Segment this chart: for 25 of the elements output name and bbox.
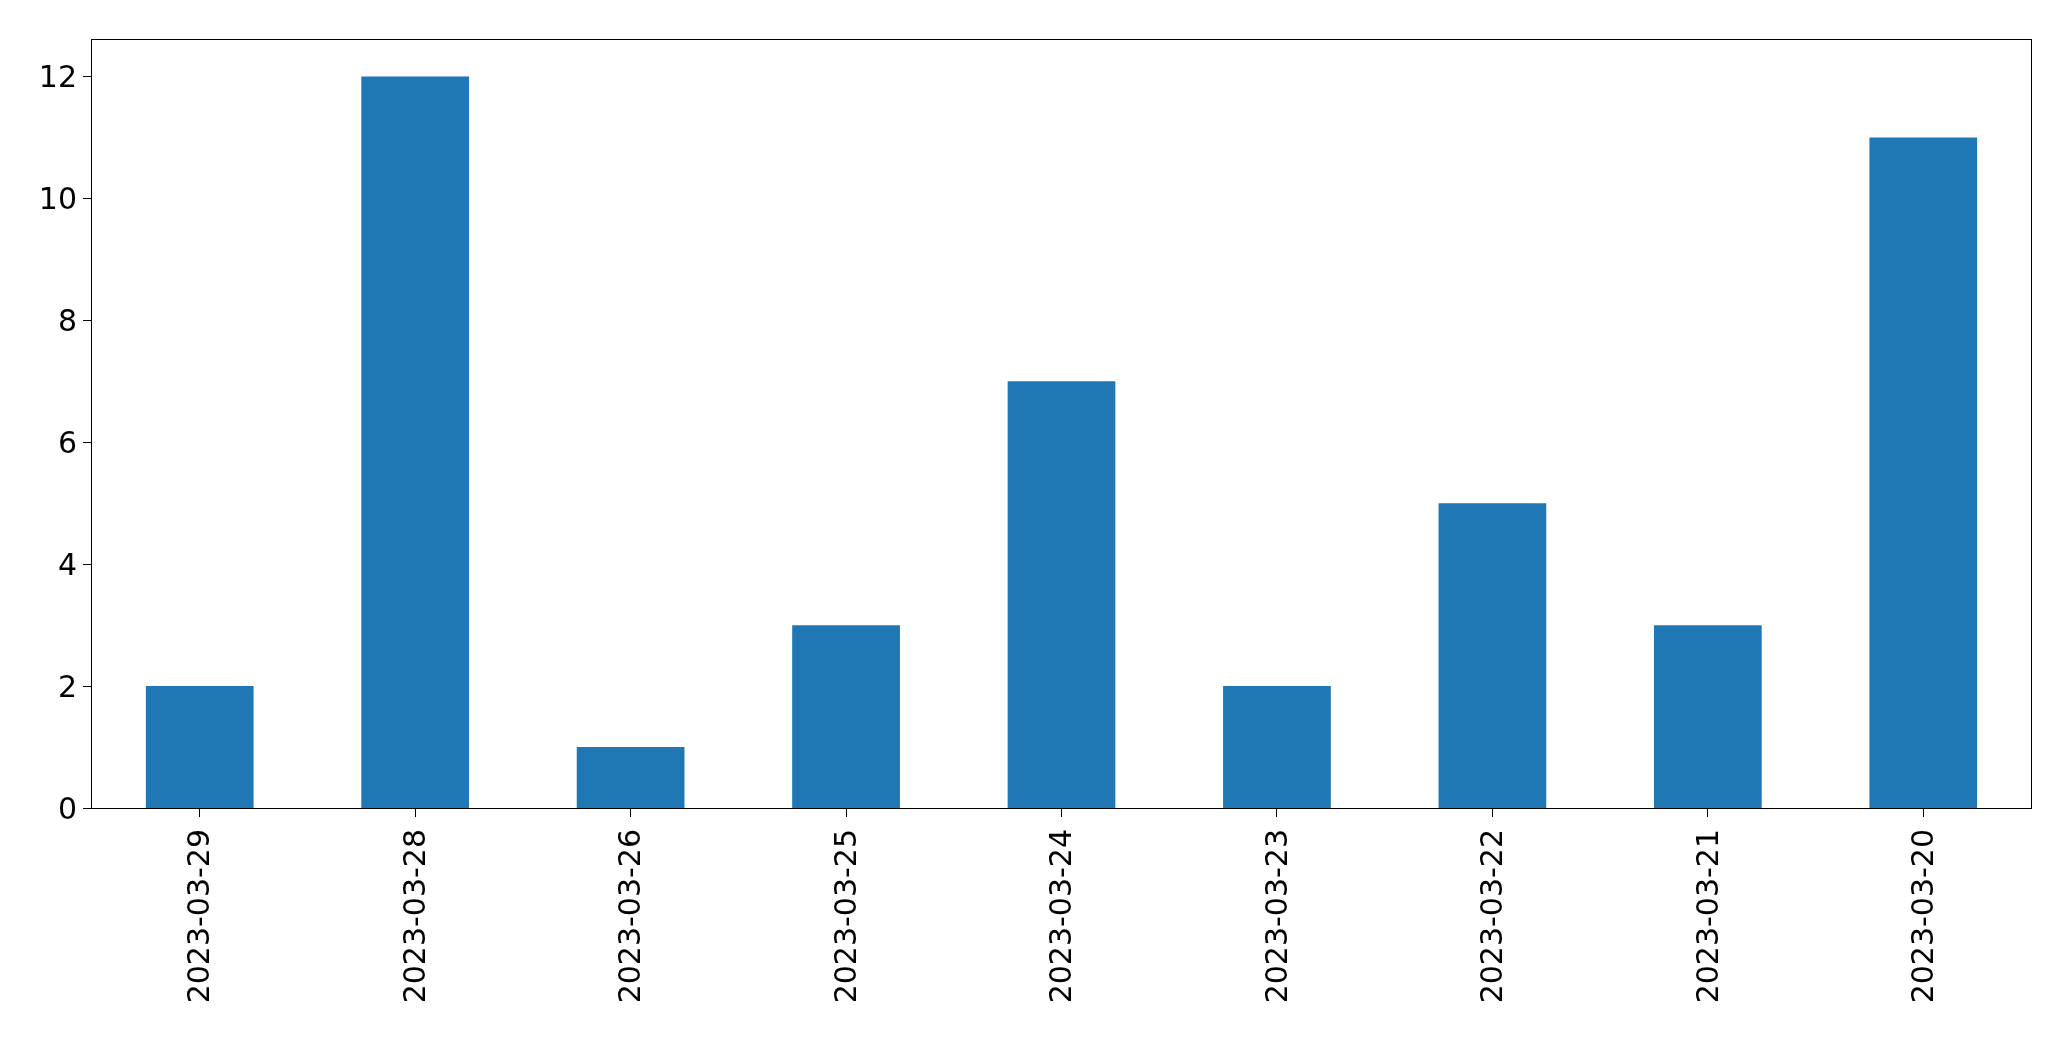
bar: [1653, 625, 1762, 808]
y-tick-label: 0: [57, 790, 77, 826]
y-tick-label: 8: [57, 302, 77, 338]
x-tick-label: 2023-03-25: [827, 829, 863, 1004]
x-tick-label: 2023-03-24: [1043, 829, 1079, 1004]
y-tick-label: 4: [57, 546, 77, 582]
y-tick-label: 12: [38, 59, 77, 95]
bar: [1869, 137, 1978, 808]
bar: [792, 625, 900, 808]
bar: [361, 76, 470, 808]
bar: [145, 686, 254, 808]
y-tick-label: 10: [38, 180, 77, 216]
y-tick-label: 2: [57, 668, 77, 704]
bar: [1007, 381, 1116, 808]
x-tick-label: 2023-03-23: [1258, 829, 1294, 1004]
x-tick-label: 2023-03-28: [396, 829, 432, 1004]
bar: [576, 747, 685, 808]
y-tick-label: 6: [57, 424, 77, 460]
x-tick-label: 2023-03-26: [612, 829, 648, 1004]
x-tick-label: 2023-03-29: [181, 829, 217, 1004]
bar: [1223, 686, 1331, 808]
x-tick-label: 2023-03-22: [1474, 829, 1510, 1004]
x-tick-label: 2023-03-21: [1689, 829, 1725, 1004]
x-tick-label: 2023-03-20: [1905, 829, 1941, 1004]
bar: [1438, 503, 1547, 808]
